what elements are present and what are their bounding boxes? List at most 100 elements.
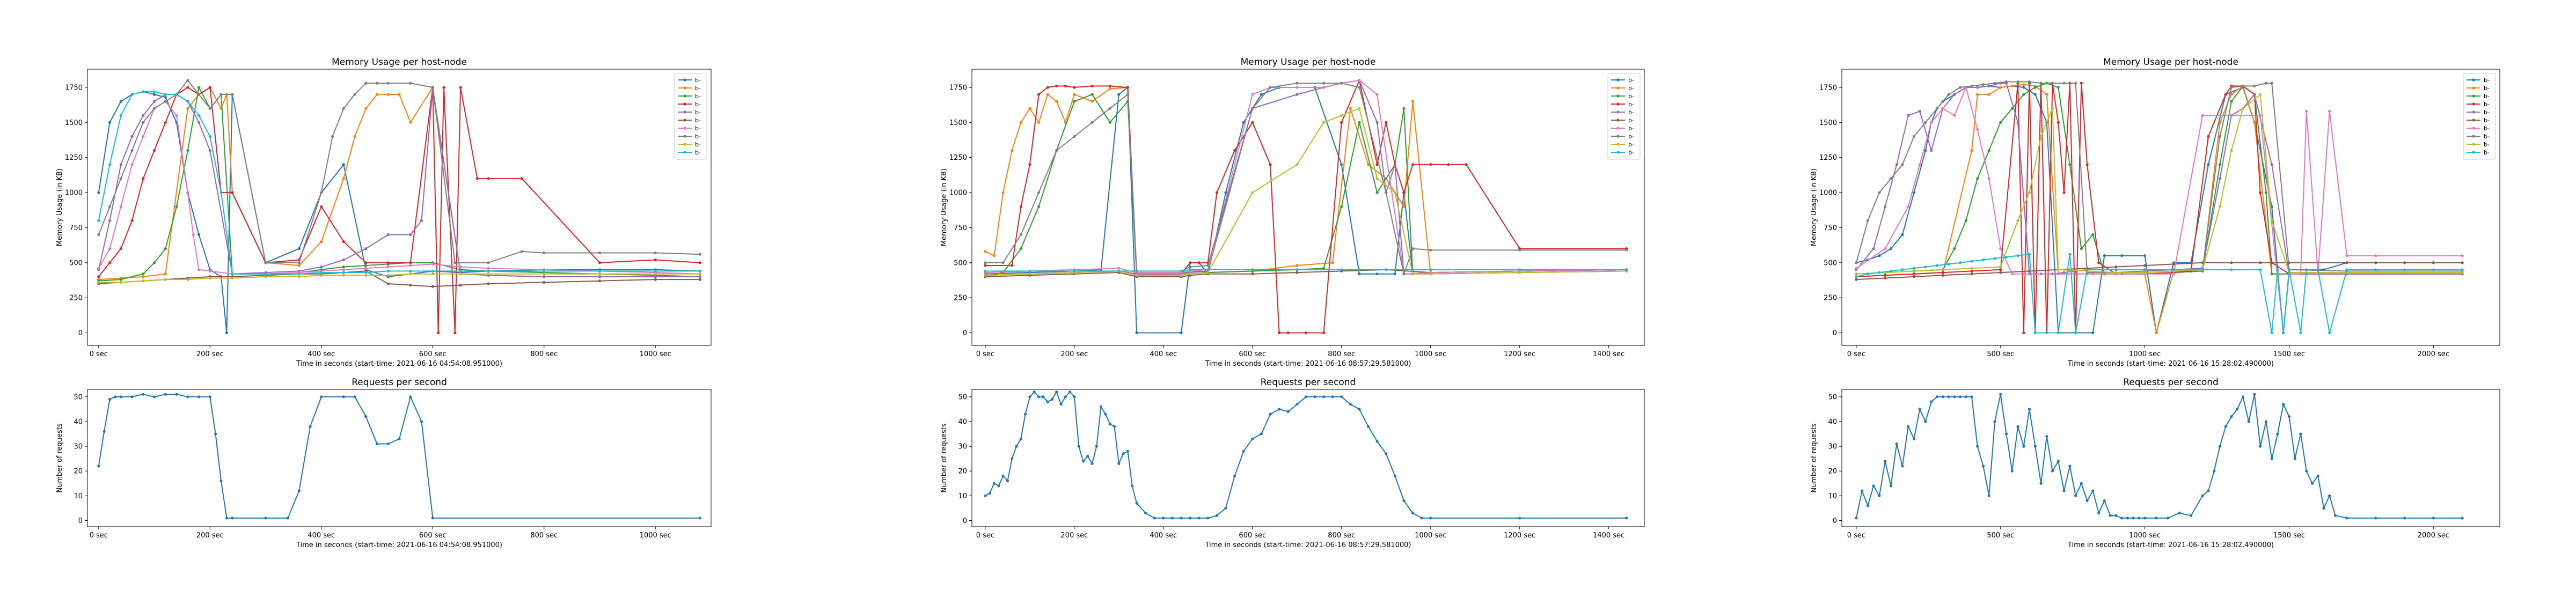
data-point <box>2241 84 2244 87</box>
data-point <box>386 82 390 85</box>
data-point <box>1518 271 1521 274</box>
y-tick-label: 750 <box>1824 224 1837 232</box>
data-point <box>264 275 267 278</box>
data-point <box>2310 482 2314 485</box>
data-point <box>1878 254 1881 257</box>
data-point <box>1912 135 1915 138</box>
data-point <box>1385 452 1388 455</box>
data-point <box>1987 149 1990 152</box>
data-point <box>2328 494 2331 497</box>
data-point <box>2143 271 2147 274</box>
data-point <box>1895 442 1898 446</box>
data-point <box>364 107 368 110</box>
data-point <box>2045 93 2048 96</box>
data-point <box>1122 452 1125 455</box>
data-point <box>2080 482 2083 485</box>
data-point <box>208 86 211 89</box>
data-point <box>1884 205 1887 208</box>
data-point <box>2282 403 2285 406</box>
data-point <box>1286 410 1290 414</box>
data-point <box>2207 489 2210 492</box>
data-point <box>2259 261 2262 264</box>
data-point <box>1393 474 1396 478</box>
data-point <box>459 86 462 89</box>
data-point <box>97 275 100 278</box>
data-point <box>2057 331 2060 335</box>
legend-marker <box>2472 151 2475 154</box>
y-axis-label: Memory Usage (in KB) <box>1810 168 1818 246</box>
data-point <box>543 251 546 255</box>
data-point <box>297 272 301 276</box>
data-point <box>1011 149 1014 152</box>
data-point <box>2057 86 2060 89</box>
data-point <box>1918 163 1921 166</box>
data-point <box>598 261 602 264</box>
y-tick-label: 1000 <box>1819 189 1837 197</box>
data-point <box>1055 100 1058 103</box>
data-point <box>1135 274 1138 277</box>
data-point <box>1037 121 1041 124</box>
data-point <box>1206 264 1210 267</box>
data-point <box>197 395 201 399</box>
y-axis-label: Number of requests <box>940 423 948 492</box>
data-point <box>1322 121 1326 124</box>
x-axis-label: Time in seconds (start-time: 2021-06-16 … <box>296 360 502 368</box>
data-point <box>342 266 345 269</box>
x-tick-label: 0 sec <box>1847 350 1865 358</box>
data-point <box>2345 517 2348 520</box>
data-point <box>1976 177 1979 180</box>
data-point <box>2374 254 2377 257</box>
data-point <box>119 278 122 281</box>
data-point <box>1976 93 1979 96</box>
y-tick-label: 250 <box>1824 294 1837 303</box>
data-point <box>119 205 122 208</box>
legend-label: b- <box>1628 109 1634 116</box>
series-line-0 <box>985 390 1627 519</box>
data-point <box>1884 276 1887 280</box>
data-point <box>1028 272 1031 276</box>
data-point <box>2033 445 2037 448</box>
legend-marker <box>683 151 686 154</box>
series-line-6 <box>985 79 1627 275</box>
data-point <box>1117 267 1121 270</box>
data-point <box>320 395 323 399</box>
data-point <box>409 82 412 85</box>
data-point <box>1855 275 1858 278</box>
data-point <box>97 464 100 468</box>
data-point <box>453 331 457 335</box>
legend-marker <box>2472 143 2475 146</box>
data-point <box>2253 93 2256 96</box>
data-point <box>2068 163 2072 166</box>
data-point <box>1878 494 1881 497</box>
data-point <box>2432 268 2435 271</box>
data-point <box>1358 86 1361 89</box>
series-line-0 <box>985 86 1627 334</box>
data-point <box>1135 502 1138 505</box>
data-point <box>1884 247 1887 250</box>
data-point <box>1055 84 1058 87</box>
legend-label: b- <box>1628 77 1634 84</box>
data-point <box>142 121 145 124</box>
data-point <box>1999 266 2002 269</box>
data-point <box>164 121 167 124</box>
data-point <box>1375 121 1379 124</box>
data-point <box>2218 205 2221 208</box>
x-tick-label: 800 sec <box>530 532 558 540</box>
x-axis-label: Time in seconds (start-time: 2021-06-16 … <box>1204 360 1411 368</box>
data-point <box>459 266 462 269</box>
data-point <box>364 82 368 85</box>
x-tick-label: 200 sec <box>196 532 224 540</box>
data-point <box>475 177 479 180</box>
data-point <box>1251 191 1254 194</box>
data-point <box>997 484 1000 488</box>
data-point <box>2190 514 2193 517</box>
legend-marker <box>1616 78 1620 82</box>
data-point <box>2403 268 2406 271</box>
series-line-0 <box>98 394 700 519</box>
data-point <box>1278 408 1281 411</box>
data-point <box>1206 271 1210 274</box>
data-point <box>2259 114 2262 117</box>
data-point <box>364 415 368 418</box>
data-point <box>1411 268 1415 271</box>
data-point <box>1046 400 1049 403</box>
